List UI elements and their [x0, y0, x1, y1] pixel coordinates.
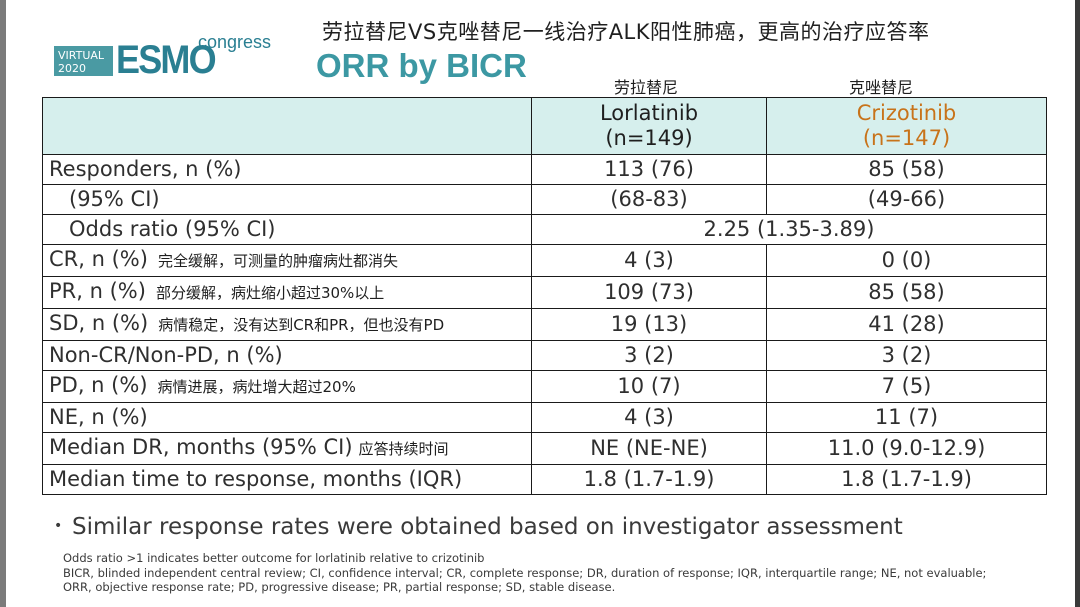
- lorlatinib-value: 10 (7): [531, 370, 767, 403]
- row-label: Non-CR/Non-PD, n (%): [42, 340, 532, 371]
- row-label-text: Median time to response, months (IQR): [49, 467, 463, 491]
- row-note: 病情稳定，没有达到CR和PR，但也没有PD: [158, 316, 445, 334]
- logo-year-text: 2020: [58, 62, 86, 75]
- crizotinib-value: 85 (58): [766, 276, 1047, 309]
- lorlatinib-value: 113 (76): [531, 154, 767, 185]
- lorlatinib-value: 3 (2): [531, 340, 767, 371]
- crizotinib-header: Crizotinib (n=147): [766, 97, 1047, 155]
- logo-brand-text: ESMO: [116, 38, 217, 82]
- crizotinib-chinese-label: 克唑替尼: [848, 78, 913, 97]
- table-row-non-cr-non-pd: Non-CR/Non-PD, n (%) 3 (2) 3 (2): [42, 340, 1047, 371]
- row-label: Median time to response, months (IQR): [42, 464, 532, 495]
- bullet-point: • Similar response rates were obtained ba…: [54, 514, 903, 540]
- crizotinib-value: 85 (58): [766, 154, 1047, 185]
- row-label-text: Non-CR/Non-PD, n (%): [49, 343, 283, 367]
- crizotinib-n: (n=147): [862, 126, 951, 150]
- table-row-ci: (95% CI) (68-83) (49-66): [42, 184, 1047, 215]
- row-label-text: CR, n (%): [49, 247, 148, 271]
- lorlatinib-value: NE (NE-NE): [531, 432, 767, 465]
- lorlatinib-name: Lorlatinib: [599, 101, 699, 125]
- logo-virtual-text: VIRTUAL: [58, 49, 105, 62]
- table-row-odds-ratio: Odds ratio (95% CI) 2.25 (1.35-3.89): [42, 214, 1047, 245]
- lorlatinib-value: (68-83): [531, 184, 767, 215]
- table-row-cr: CR, n (%) 完全缓解，可测量的肿瘤病灶都消失 4 (3) 0 (0): [42, 244, 1047, 277]
- crizotinib-value: 1.8 (1.7-1.9): [766, 464, 1047, 495]
- row-label: Median DR, months (95% CI) 应答持续时间: [42, 432, 532, 465]
- lorlatinib-n: (n=149): [605, 126, 693, 150]
- row-label: PR, n (%) 部分缓解，病灶缩小超过30%以上: [42, 276, 532, 309]
- crizotinib-value: 11 (7): [766, 402, 1047, 433]
- crizotinib-value: 7 (5): [766, 370, 1047, 403]
- footnote-line: ORR, objective response rate; PD, progre…: [63, 580, 616, 594]
- lorlatinib-value: 19 (13): [531, 308, 767, 341]
- footnote-line: BICR, blinded independent central review…: [63, 565, 987, 580]
- table-row-median-dr: Median DR, months (95% CI) 应答持续时间 NE (NE-…: [42, 432, 1047, 465]
- table-row-ne: NE, n (%) 4 (3) 11 (7): [42, 402, 1047, 433]
- table-row-pd: PD, n (%) 病情进展，病灶增大超过20% 10 (7) 7 (5): [42, 370, 1047, 403]
- crizotinib-value: 41 (28): [766, 308, 1047, 341]
- lorlatinib-chinese-label: 劳拉替尼: [613, 78, 678, 97]
- row-note: 病情进展，病灶增大超过20%: [157, 378, 356, 396]
- lorlatinib-value: 109 (73): [531, 276, 767, 309]
- esmo-logo: VIRTUAL 2020 ESMO congress: [54, 32, 274, 82]
- row-label-text: SD, n (%): [49, 311, 149, 335]
- logo-virtual-badge: VIRTUAL 2020: [54, 46, 113, 76]
- table-row-responders: Responders, n (%) 113 (76) 85 (58): [42, 154, 1047, 185]
- row-label-text: NE, n (%): [49, 405, 148, 429]
- row-label-text: Median DR, months (95% CI): [49, 435, 353, 459]
- right-frame-border: [1075, 0, 1080, 607]
- row-label-text: Odds ratio (95% CI): [69, 217, 276, 241]
- table-header-row: Lorlatinib (n=149) Crizotinib (n=147): [42, 97, 1047, 155]
- row-label-text: PR, n (%): [49, 279, 146, 303]
- row-note: 应答持续时间: [358, 440, 449, 458]
- row-label: NE, n (%): [42, 402, 532, 433]
- odds-ratio-value: 2.25 (1.35-3.89): [531, 214, 1047, 245]
- chinese-title: 劳拉替尼VS克唑替尼一线治疗ALK阳性肺癌，更高的治疗应答率: [322, 20, 930, 44]
- orr-table: Lorlatinib (n=149) Crizotinib (n=147) Re…: [42, 97, 1047, 495]
- bullet-text: Similar response rates were obtained bas…: [72, 514, 903, 540]
- row-label: (95% CI): [42, 184, 532, 215]
- crizotinib-value: 0 (0): [766, 244, 1047, 277]
- row-note: 完全缓解，可测量的肿瘤病灶都消失: [157, 252, 398, 270]
- row-label: PD, n (%) 病情进展，病灶增大超过20%: [42, 370, 532, 403]
- lorlatinib-header: Lorlatinib (n=149): [531, 97, 767, 155]
- left-frame-border: [0, 0, 6, 607]
- lorlatinib-value: 4 (3): [531, 402, 767, 433]
- row-label: Odds ratio (95% CI): [42, 214, 532, 245]
- row-label: SD, n (%) 病情稳定，没有达到CR和PR，但也没有PD: [42, 308, 532, 341]
- lorlatinib-value: 4 (3): [531, 244, 767, 277]
- crizotinib-value: (49-66): [766, 184, 1047, 215]
- crizotinib-value: 3 (2): [766, 340, 1047, 371]
- bullet-dot-icon: •: [54, 518, 63, 534]
- row-label-text: Responders, n (%): [49, 157, 242, 181]
- footnote-line: Odds ratio >1 indicates better outcome f…: [63, 551, 485, 565]
- table-row-pr: PR, n (%) 部分缓解，病灶缩小超过30%以上 109 (73) 85 (5…: [42, 276, 1047, 309]
- row-label: CR, n (%) 完全缓解，可测量的肿瘤病灶都消失: [42, 244, 532, 277]
- header-empty-cell: [42, 97, 532, 155]
- crizotinib-value: 11.0 (9.0-12.9): [766, 432, 1047, 465]
- table-row-median-ttr: Median time to response, months (IQR) 1.…: [42, 464, 1047, 495]
- row-label: Responders, n (%): [42, 154, 532, 185]
- slide-subtitle: ORR by BICR: [316, 47, 527, 84]
- footnotes: Odds ratio >1 indicates better outcome f…: [63, 551, 1063, 595]
- lorlatinib-value: 1.8 (1.7-1.9): [531, 464, 767, 495]
- row-label-text: (95% CI): [69, 187, 160, 211]
- logo-congress-text: congress: [198, 32, 272, 52]
- table-row-sd: SD, n (%) 病情稳定，没有达到CR和PR，但也没有PD 19 (13) 4…: [42, 308, 1047, 341]
- row-note: 部分缓解，病灶缩小超过30%以上: [155, 284, 385, 302]
- crizotinib-name: Crizotinib: [856, 101, 957, 125]
- row-label-text: PD, n (%): [49, 373, 148, 397]
